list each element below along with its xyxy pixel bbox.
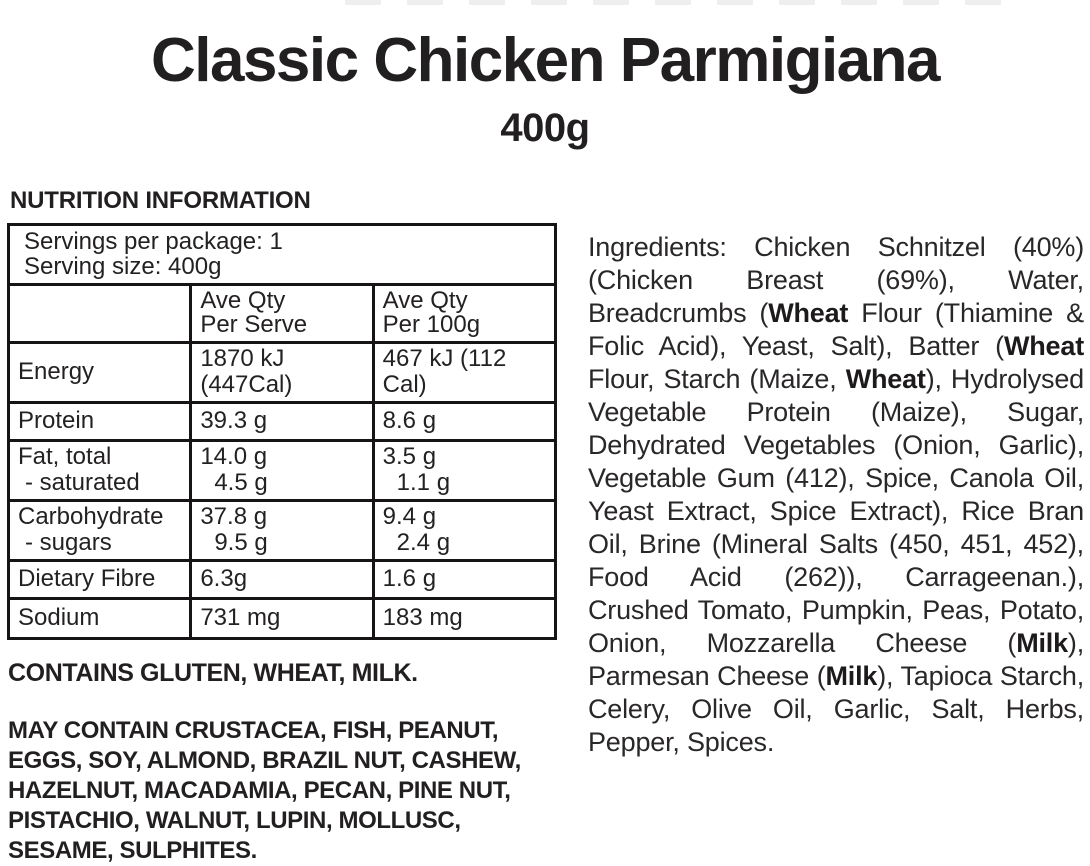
col-header-line: Ave Qty — [200, 287, 286, 314]
nutrient-sublabel-line: - saturated — [25, 469, 140, 496]
table-row-carbohydrate: Carbohydrate - sugars 37.8 g 9.5 g 9.4 g… — [6, 499, 558, 562]
value-subline: 4.5 g — [214, 469, 268, 496]
empty-header-cell — [6, 283, 193, 344]
table-row-protein: Protein 39.3 g 8.6 g — [6, 401, 558, 442]
value-subline: 1.1 g — [396, 469, 451, 496]
per-100g-value-cell: 467 kJ (112 Cal) — [371, 341, 558, 404]
may-contain-allergen-statement: MAY CONTAIN CRUSTACEA, FISH, PEANUT, EGG… — [8, 717, 521, 864]
col-header-line: Per 100g — [382, 311, 481, 338]
per-100g-value-cell: 1.6 g — [371, 559, 558, 600]
col-header-line: Per Serve — [200, 311, 308, 338]
per-100g-value-cell: 3.5 g 1.1 g — [371, 439, 558, 502]
value-subline: 9.5 g — [214, 529, 268, 556]
per-serve-value-cell: 39.3 g — [189, 401, 375, 442]
product-title: Classic Chicken Parmigiana — [150, 26, 941, 95]
table-row-fat: Fat, total - saturated 14.0 g 4.5 g 3.5 … — [6, 439, 558, 502]
per-100g-value-cell: 9.4 g 2.4 g — [371, 499, 558, 562]
nutrient-label-cell: Protein — [6, 401, 193, 442]
per-serve-value-cell: 1870 kJ (447Cal) — [189, 341, 375, 404]
servings-cell: Servings per package: 1 Serving size: 40… — [7, 223, 557, 286]
nutrient-label-cell: Carbohydrate - sugars — [6, 499, 193, 562]
ingredients-paragraph: Ingredients: Chicken Schnitzel (40%) (Ch… — [588, 232, 1084, 757]
servings-per-package: Servings per package: 1 — [24, 228, 283, 255]
per-100g-header-cell: Ave Qty Per 100g — [371, 283, 558, 344]
table-row-energy: Energy 1870 kJ (447Cal) 467 kJ (112 Cal) — [6, 341, 558, 404]
nutrient-label-cell: Fat, total - saturated — [6, 439, 193, 502]
nutrient-label-cell: Dietary Fibre — [6, 559, 193, 600]
serving-size: Serving size: 400g — [24, 253, 222, 280]
nutrient-label-cell: Energy — [6, 341, 193, 404]
per-100g-value-cell: 8.6 g — [371, 401, 558, 442]
value-line: 37.8 g — [200, 503, 268, 530]
col-header-line: Ave Qty — [382, 287, 468, 314]
table-row-sodium: Sodium 731 mg 183 mg — [6, 597, 558, 640]
value-line: 3.5 g — [382, 443, 437, 470]
product-net-weight: 400g — [500, 106, 590, 150]
value-subline: 2.4 g — [396, 529, 451, 556]
nutrient-label-cell: Sodium — [6, 597, 193, 640]
contains-allergen-statement: CONTAINS GLUTEN, WHEAT, MILK. — [8, 659, 418, 687]
per-serve-value-cell: 6.3g — [189, 559, 375, 600]
nutrient-sublabel-line: - sugars — [25, 529, 112, 556]
value-line: 14.0 g — [200, 443, 268, 470]
per-serve-value-cell: 14.0 g 4.5 g — [189, 439, 375, 502]
servings-row: Servings per package: 1 Serving size: 40… — [7, 223, 557, 286]
nutrition-table: Servings per package: 1 Serving size: 40… — [6, 223, 558, 640]
per-100g-value-cell: 183 mg — [371, 597, 558, 640]
column-header-row: Ave Qty Per Serve Ave Qty Per 100g — [6, 283, 558, 344]
table-row-dietary-fibre: Dietary Fibre 6.3g 1.6 g — [6, 559, 558, 600]
product-header: Classic Chicken Parmigiana 400g — [0, 26, 1090, 150]
nutrition-panel: NUTRITION INFORMATION Servings per packa… — [6, 187, 559, 866]
nutrient-label-line: Carbohydrate — [18, 503, 164, 530]
nutrient-label-line: Fat, total — [18, 443, 112, 470]
per-serve-value-cell: 37.8 g 9.5 g — [189, 499, 375, 562]
nutrition-information-heading: NUTRITION INFORMATION — [10, 187, 311, 214]
cropped-text-remnant — [345, 0, 1010, 5]
per-serve-header-cell: Ave Qty Per Serve — [189, 283, 375, 344]
per-serve-value-cell: 731 mg — [189, 597, 375, 640]
value-line: 9.4 g — [382, 503, 437, 530]
